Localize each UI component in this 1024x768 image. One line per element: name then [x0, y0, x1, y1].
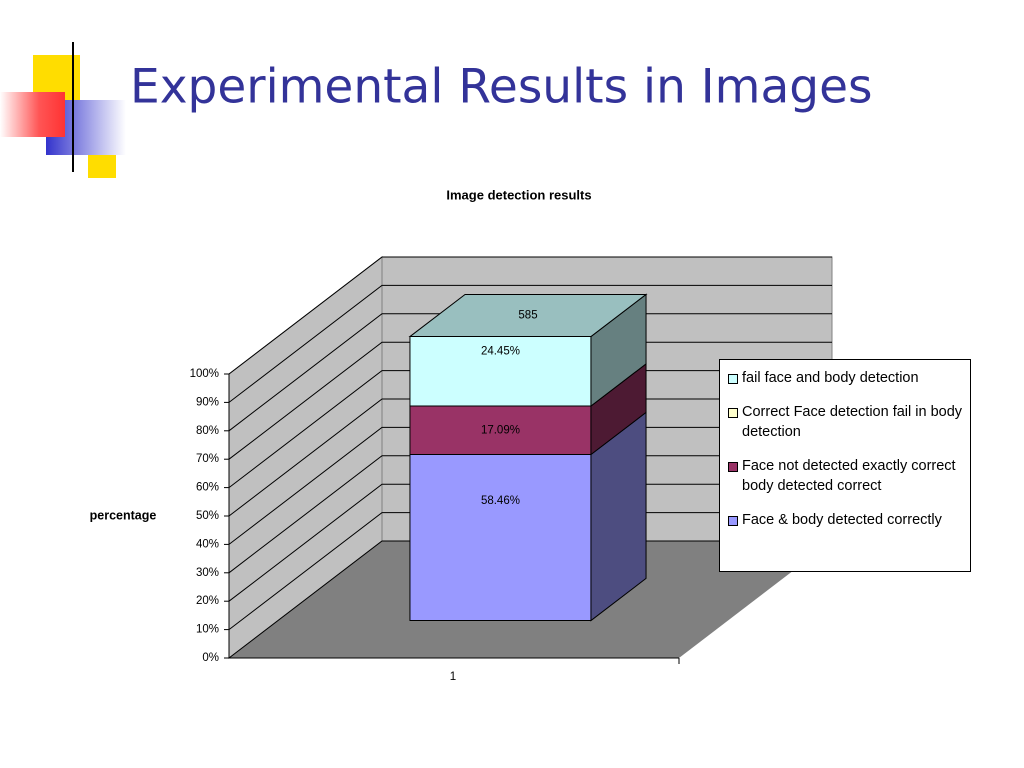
legend: fail face and body detection Correct Face… [719, 359, 971, 572]
legend-label: fail face and body detection [742, 370, 919, 386]
legend-item: Face & body detected correctly [728, 510, 966, 530]
grid-line [228, 370, 832, 488]
top-label: 585 [518, 310, 537, 322]
y-tick-label: 70% [196, 453, 219, 465]
y-tick-label: 40% [196, 538, 219, 550]
data-label: 58.46% [481, 495, 520, 507]
y-tick-label: 20% [196, 595, 219, 607]
bar-top [408, 293, 648, 338]
y-tick-label: 0% [202, 652, 219, 664]
bar-front [409, 454, 592, 622]
grid-line [228, 256, 832, 375]
y-tick-label: 30% [196, 567, 219, 579]
grid-line [228, 455, 832, 574]
legend-item: fail face and body detection [728, 368, 966, 388]
y-axis-label: percentage [90, 508, 157, 522]
grid-line [228, 341, 832, 460]
y-tick-label: 10% [196, 624, 219, 636]
legend-item: Correct Face detection fail in body dete… [728, 402, 966, 442]
y-tick-label: 80% [196, 425, 219, 437]
legend-label: Correct Face detection fail in body dete… [742, 404, 963, 440]
legend-swatch [728, 462, 738, 472]
grid-line [228, 512, 832, 630]
x-tick-label: 1 [450, 671, 456, 683]
legend-swatch [728, 516, 738, 526]
legend-label: Face & body detected correctly [742, 512, 942, 528]
legend-swatch [728, 408, 738, 418]
grid-line [228, 483, 832, 602]
grid-line [228, 313, 832, 432]
legend-label: Face not detected exactly correct body d… [742, 458, 956, 494]
chart-title: Image detection results [446, 187, 591, 202]
grid-line [228, 426, 832, 545]
y-tick-label: 90% [196, 396, 219, 408]
y-tick-label: 50% [196, 510, 219, 522]
data-label: 17.09% [481, 424, 520, 436]
legend-item: Face not detected exactly correct body d… [728, 456, 966, 496]
data-label: 24.45% [481, 345, 520, 357]
slide-title: Experimental Results in Images [130, 60, 872, 115]
grid-line [228, 398, 832, 517]
grid-line [228, 284, 832, 403]
y-tick-label: 100% [190, 368, 219, 380]
decoration [0, 42, 940, 178]
grid-line [228, 540, 832, 659]
y-tick-label: 60% [196, 482, 219, 494]
legend-swatch [728, 374, 738, 384]
